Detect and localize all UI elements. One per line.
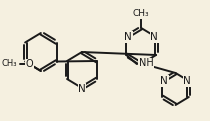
Text: N: N (78, 84, 86, 94)
Text: O: O (26, 59, 33, 69)
Text: N: N (124, 32, 132, 42)
Text: N: N (183, 76, 191, 86)
Text: CH₃: CH₃ (1, 60, 17, 68)
Text: N: N (160, 76, 168, 86)
Text: NH: NH (139, 58, 154, 68)
Text: N: N (150, 32, 158, 42)
Text: CH₃: CH₃ (133, 10, 150, 19)
